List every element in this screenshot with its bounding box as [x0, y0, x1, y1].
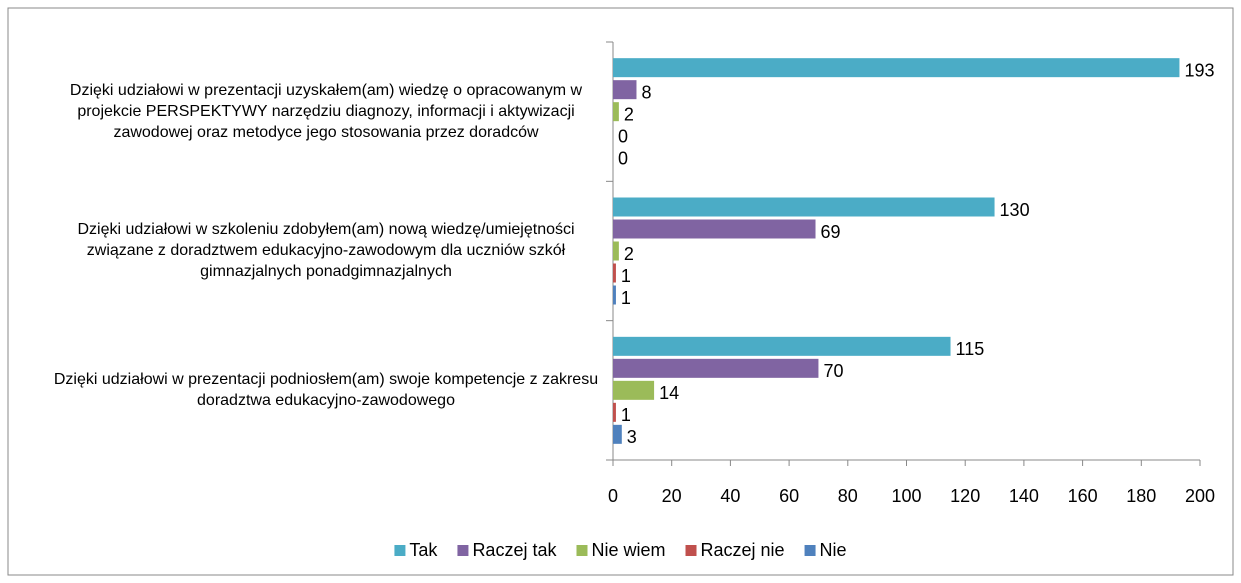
bar: [613, 263, 616, 283]
legend-label: Raczej nie: [701, 540, 785, 560]
bar: [613, 102, 619, 122]
x-tick-label: 100: [891, 486, 921, 506]
data-label: 1: [621, 288, 631, 308]
data-label: 115: [956, 339, 985, 359]
legend-label: Nie: [820, 540, 847, 560]
data-label: 70: [823, 361, 843, 381]
category-label: Dzięki udziałowi w prezentacji uzyskałem…: [69, 82, 583, 142]
chart-border: [7, 7, 1234, 576]
data-label: 0: [618, 148, 628, 168]
data-label: 2: [624, 244, 634, 264]
legend-swatch: [457, 545, 469, 556]
legend-label: Nie wiem: [591, 540, 665, 560]
data-label: 2: [624, 104, 634, 124]
data-label: 1: [621, 266, 631, 286]
legend-label: Tak: [409, 540, 438, 560]
data-label: 3: [627, 427, 637, 447]
category-label: Dzięki udziałowi w szkoleniu zdobyłem(am…: [77, 221, 575, 281]
data-label: 0: [618, 126, 628, 146]
x-tick-label: 0: [608, 486, 618, 506]
data-label: 193: [1184, 60, 1214, 80]
bar: [613, 358, 819, 378]
legend-swatch: [394, 545, 406, 556]
bar: [613, 380, 655, 400]
bar: [613, 285, 616, 305]
bar: [613, 402, 616, 422]
x-tick-label: 80: [838, 486, 858, 506]
x-tick-label: 140: [1009, 486, 1039, 506]
data-label: 130: [1000, 200, 1030, 220]
x-tick-label: 160: [1068, 486, 1098, 506]
legend-swatch: [576, 545, 588, 556]
x-tick-label: 60: [779, 486, 799, 506]
legend-swatch: [804, 545, 816, 556]
data-label: 1: [621, 405, 631, 425]
category-label: Dzięki udziałowi w prezentacji podniosłe…: [53, 371, 599, 410]
x-tick-label: 40: [720, 486, 740, 506]
data-label: 14: [659, 383, 679, 403]
bar: [613, 219, 816, 239]
bar: [613, 58, 1180, 78]
x-tick-label: 120: [950, 486, 980, 506]
data-label: 69: [821, 222, 841, 242]
bar: [613, 197, 995, 217]
bar: [613, 336, 951, 356]
bar: [613, 424, 622, 444]
legend-swatch: [685, 545, 697, 556]
x-tick-label: 180: [1126, 486, 1156, 506]
x-tick-label: 200: [1185, 486, 1215, 506]
x-tick-label: 20: [662, 486, 682, 506]
bar: [613, 241, 619, 261]
legend-label: Raczej tak: [472, 540, 557, 560]
bar: [613, 80, 637, 100]
data-label: 8: [641, 82, 651, 102]
